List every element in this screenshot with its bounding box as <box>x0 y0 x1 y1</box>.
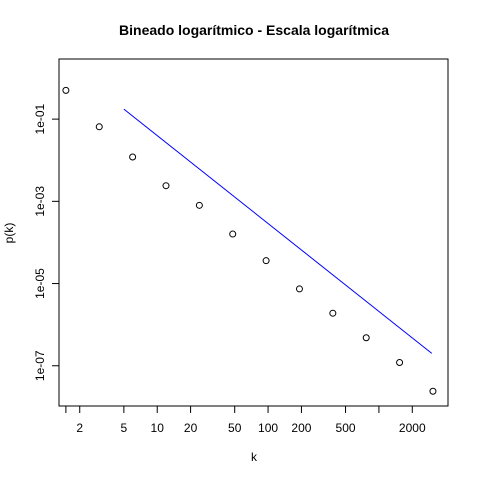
data-point <box>62 86 70 94</box>
y-tick-label: 1e-05 <box>33 268 47 299</box>
y-axis-label: p(k) <box>2 223 16 244</box>
x-tick-label: 5 <box>121 421 128 435</box>
data-point <box>329 309 337 317</box>
data-point <box>162 182 170 190</box>
x-tick-label: 200 <box>291 421 311 435</box>
data-points-series <box>62 86 437 395</box>
data-point <box>429 387 437 395</box>
chart-title: Bineado logarítmico - Escala logarítmica <box>119 22 389 38</box>
data-point <box>229 230 237 238</box>
x-tick-label: 100 <box>258 421 278 435</box>
data-point <box>195 201 203 209</box>
x-tick-label: 10 <box>151 421 165 435</box>
x-tick-label: 50 <box>228 421 242 435</box>
y-tick-label: 1e-07 <box>33 350 47 381</box>
x-tick-label: 2 <box>76 421 83 435</box>
data-point <box>396 359 404 367</box>
plot-frame <box>58 58 449 407</box>
x-axis-label: k <box>251 450 258 464</box>
x-tick-label: 20 <box>184 421 198 435</box>
data-point <box>295 285 303 293</box>
x-axis: 2 5 10 20 50 100 200 500 2000 <box>65 405 426 435</box>
y-axis: 1e-07 1e-05 1e-03 1e-01 <box>33 103 60 381</box>
data-point <box>362 334 370 342</box>
data-point <box>262 257 270 265</box>
fit-line-series <box>123 108 433 354</box>
fit-line <box>123 108 433 354</box>
x-tick-label: 2000 <box>399 421 426 435</box>
data-point <box>95 123 103 131</box>
data-point <box>129 153 137 161</box>
y-tick-label: 1e-03 <box>33 186 47 217</box>
y-tick-label: 1e-01 <box>33 103 47 134</box>
x-tick-label: 500 <box>336 421 356 435</box>
